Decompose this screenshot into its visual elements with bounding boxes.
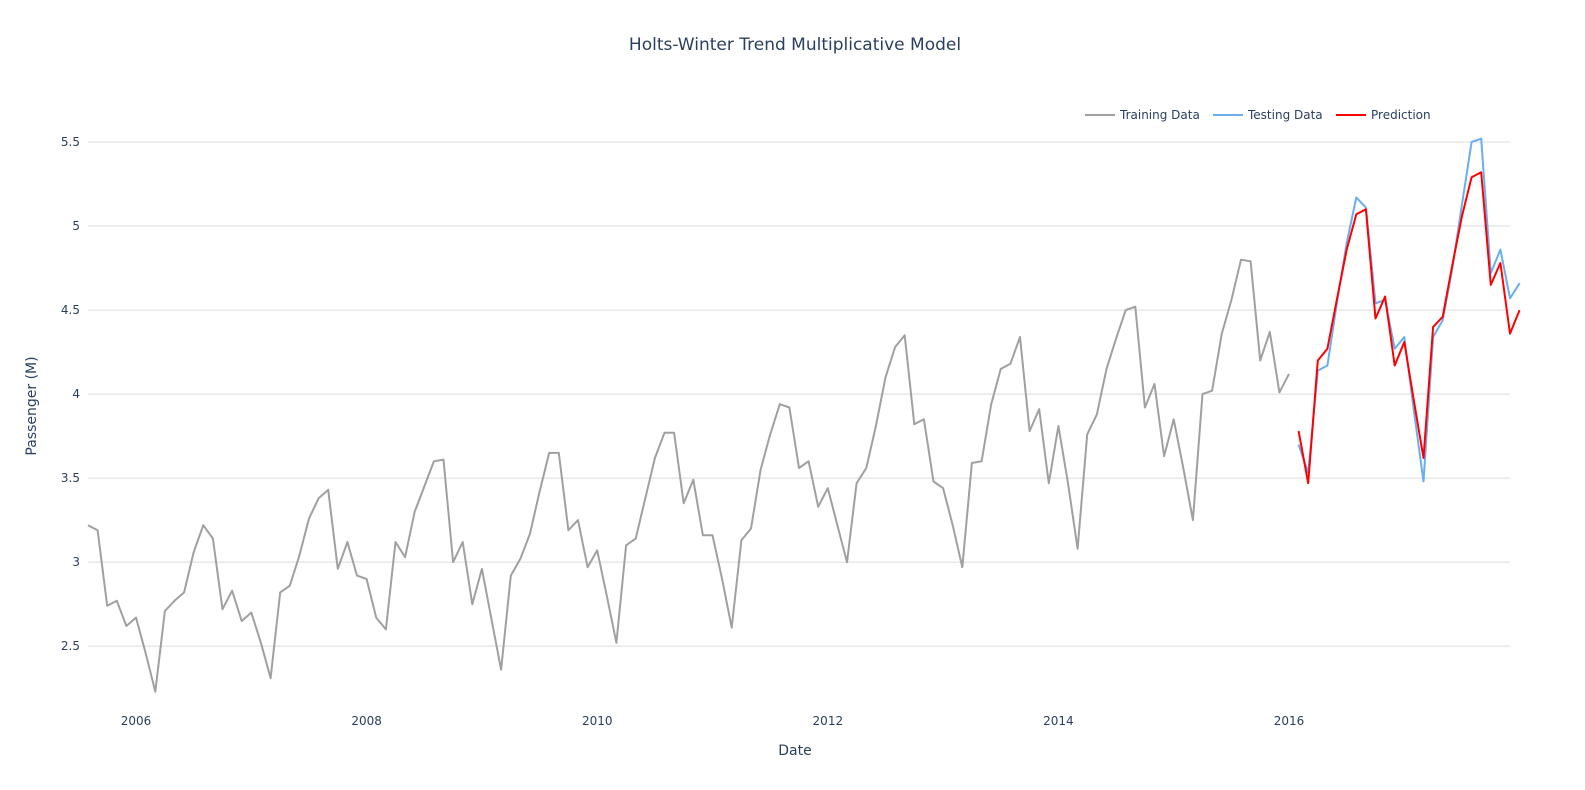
legend-item-training-data[interactable]: Training Data [1085, 108, 1200, 122]
x-axis-title: Date [778, 743, 811, 759]
y-tick-label: 5 [72, 219, 80, 233]
x-tick-label: 2008 [351, 714, 382, 728]
legend-label: Testing Data [1247, 108, 1323, 122]
y-tick-label: 3.5 [61, 471, 80, 485]
legend-item-testing-data[interactable]: Testing Data [1213, 108, 1323, 122]
y-tick-label: 4 [72, 387, 80, 401]
legend-item-prediction[interactable]: Prediction [1336, 108, 1431, 122]
x-tick-label: 2006 [121, 714, 152, 728]
y-tick-label: 5.5 [61, 135, 80, 149]
y-tick-label: 4.5 [61, 303, 80, 317]
y-axis-title: Passenger (M) [24, 356, 40, 455]
x-axis-ticks: 2006 2008 2010 2012 2014 2016 [121, 714, 1305, 728]
x-tick-label: 2010 [582, 714, 613, 728]
y-tick-label: 3 [72, 555, 80, 569]
chart-title: Holts-Winter Trend Multiplicative Model [629, 35, 961, 55]
series-line-prediction [1297, 171, 1521, 485]
x-tick-label: 2016 [1274, 714, 1305, 728]
legend-label: Prediction [1371, 108, 1431, 122]
grid-lines [88, 141, 1510, 647]
x-tick-label: 2014 [1043, 714, 1074, 728]
y-tick-label: 2.5 [61, 639, 80, 653]
legend[interactable]: Training Data Testing Data Prediction [1085, 108, 1431, 122]
legend-label: Training Data [1119, 108, 1200, 122]
y-axis-ticks: 2.5 3 3.5 4 4.5 5 5.5 [61, 135, 80, 653]
x-tick-label: 2012 [813, 714, 844, 728]
plot-area [87, 137, 1521, 693]
series-line-training-data [87, 258, 1290, 693]
